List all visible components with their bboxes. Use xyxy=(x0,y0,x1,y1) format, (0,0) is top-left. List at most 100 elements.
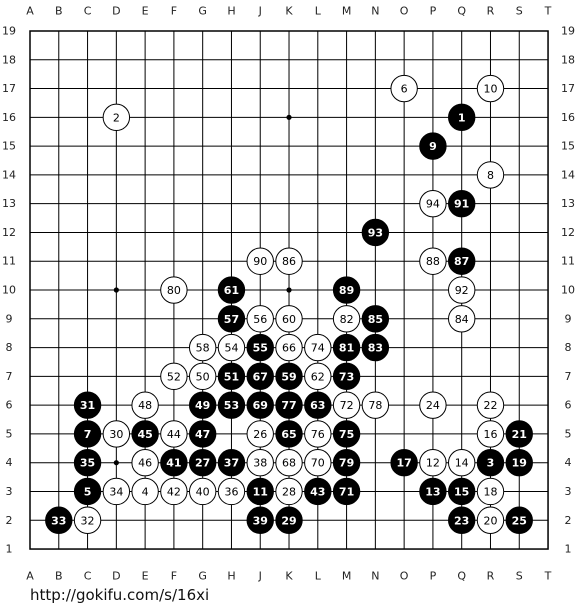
row-label: 17 xyxy=(2,82,16,95)
white-stone xyxy=(246,449,274,477)
url: http://gokifu.com/s/16xi xyxy=(30,586,209,604)
column-label: Q xyxy=(457,5,466,18)
move-number: 92 xyxy=(455,284,469,297)
move-number: 25 xyxy=(512,514,527,527)
white-stone xyxy=(217,477,246,506)
black-stone xyxy=(246,362,274,391)
move-number: 13 xyxy=(425,485,440,498)
black-stone xyxy=(448,189,476,218)
white-stone xyxy=(419,189,447,218)
column-label: M xyxy=(342,570,352,583)
row-label: 8 xyxy=(565,341,572,354)
column-label: N xyxy=(371,5,379,18)
white-stone xyxy=(476,477,505,506)
black-stone xyxy=(361,305,390,333)
move-number: 52 xyxy=(167,370,181,383)
star-point xyxy=(286,287,292,293)
move-number: 55 xyxy=(253,342,268,355)
black-stone xyxy=(448,477,476,506)
move-number: 90 xyxy=(253,255,267,268)
move-number: 50 xyxy=(196,370,210,383)
row-label: 2 xyxy=(565,514,572,527)
move-number: 75 xyxy=(339,428,354,441)
row-label: 3 xyxy=(565,485,572,498)
white-stone xyxy=(275,333,303,362)
black-stone xyxy=(73,420,102,448)
white-stone xyxy=(419,391,447,419)
white-stone xyxy=(476,506,505,534)
column-label: N xyxy=(371,570,379,583)
move-number: 73 xyxy=(339,370,354,383)
column-label: L xyxy=(315,570,322,583)
column-label: L xyxy=(315,5,322,18)
black-stone xyxy=(304,477,332,506)
move-number: 14 xyxy=(455,457,469,470)
row-label: 16 xyxy=(2,111,16,124)
move-number: 72 xyxy=(340,399,354,412)
white-stone xyxy=(304,333,332,362)
white-stone xyxy=(275,477,303,506)
column-label: P xyxy=(430,570,437,583)
move-number: 24 xyxy=(426,399,440,412)
white-stone xyxy=(131,477,159,506)
row-label: 7 xyxy=(565,370,572,383)
row-label: 16 xyxy=(561,111,575,124)
row-label: 8 xyxy=(6,341,13,354)
move-number: 86 xyxy=(282,255,296,268)
column-label: H xyxy=(227,5,235,18)
white-stone xyxy=(131,449,159,477)
black-stone xyxy=(160,449,188,477)
move-number: 77 xyxy=(281,399,296,412)
move-number: 9 xyxy=(429,140,437,153)
black-stone xyxy=(73,449,102,477)
column-label: S xyxy=(516,5,523,18)
row-label: 9 xyxy=(565,312,572,325)
move-number: 40 xyxy=(196,485,210,498)
move-number: 37 xyxy=(224,457,239,470)
row-label: 14 xyxy=(561,168,575,181)
black-stone xyxy=(275,420,303,448)
move-number: 10 xyxy=(483,83,497,96)
move-number: 46 xyxy=(138,457,152,470)
move-number: 67 xyxy=(253,370,268,383)
black-stone xyxy=(332,420,361,448)
move-number: 82 xyxy=(340,313,354,326)
move-number: 15 xyxy=(454,485,469,498)
column-label: E xyxy=(142,5,149,18)
column-label: F xyxy=(171,570,177,583)
move-number: 63 xyxy=(310,399,325,412)
row-label: 9 xyxy=(6,312,13,325)
column-label: G xyxy=(198,570,207,583)
column-label: H xyxy=(227,570,235,583)
black-stone xyxy=(505,420,533,448)
column-label: P xyxy=(430,5,437,18)
column-label: C xyxy=(84,570,92,583)
move-number: 79 xyxy=(339,457,354,470)
move-number: 87 xyxy=(454,255,469,268)
white-stone xyxy=(160,276,188,304)
move-number: 38 xyxy=(253,457,267,470)
black-stone xyxy=(505,506,533,534)
row-label: 1 xyxy=(6,543,13,556)
black-stone xyxy=(73,391,102,419)
move-number: 85 xyxy=(368,313,383,326)
row-label: 13 xyxy=(561,197,575,210)
column-label: D xyxy=(112,570,120,583)
white-stone xyxy=(390,74,418,103)
move-number: 71 xyxy=(339,485,354,498)
row-label: 12 xyxy=(561,226,575,239)
move-number: 76 xyxy=(311,428,325,441)
move-number: 68 xyxy=(282,457,296,470)
black-stone xyxy=(73,477,102,506)
move-number: 26 xyxy=(253,428,267,441)
black-stone xyxy=(332,362,361,391)
row-label: 5 xyxy=(565,427,572,440)
black-stone xyxy=(505,449,533,477)
move-number: 5 xyxy=(84,485,92,498)
row-label: 11 xyxy=(2,255,16,268)
white-stone xyxy=(102,420,131,448)
column-label: R xyxy=(487,5,495,18)
column-label: O xyxy=(400,5,409,18)
move-number: 81 xyxy=(339,342,354,355)
row-label: 4 xyxy=(565,456,572,469)
